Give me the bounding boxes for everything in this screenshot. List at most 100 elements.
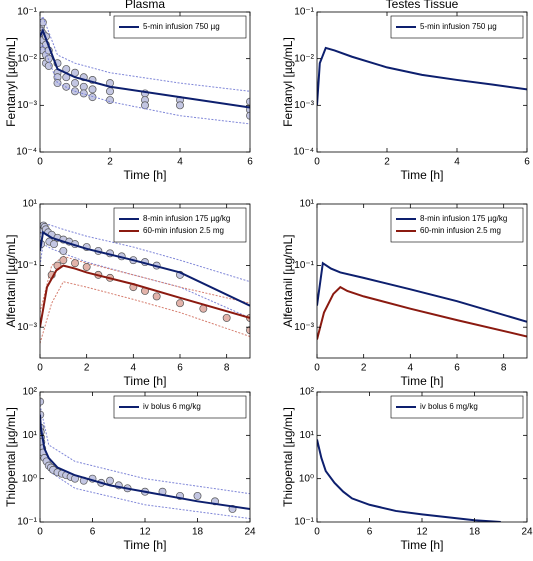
model-line [40, 230, 250, 307]
x-tick-label: 6 [90, 527, 96, 538]
y-tick-label: 10¹ [23, 430, 38, 441]
panel-title: Plasma [125, 0, 165, 11]
y-axis-label: Thiopental [µg/mL] [281, 407, 295, 507]
axes-frame [316, 203, 528, 359]
data-point [44, 61, 53, 70]
panel: 0 6 12 18 24 10⁻¹ 10⁰ 10¹ 10² Time [h] Thiopental … [4, 387, 256, 553]
y-axis-label: Alfentanil [µg/mL] [281, 235, 295, 328]
data-point [59, 256, 68, 265]
x-tick-label: 2 [107, 157, 113, 168]
legend-box [113, 207, 247, 243]
data-point [176, 299, 184, 308]
y-tick-label: 10⁰ [22, 473, 37, 484]
panel: 0 6 12 18 24 10⁻¹ 10⁰ 10¹ 10² Time [h] Thiopental … [281, 387, 533, 553]
x-tick-label: 2 [384, 157, 390, 168]
plot-area [317, 439, 501, 522]
y-axis-label: Fentanyl [µg/mL] [281, 37, 295, 127]
prediction-band [40, 243, 250, 319]
data-point [71, 259, 79, 268]
y-tick-label: 10⁻¹ [17, 517, 37, 528]
panel: Plasma 0 2 4 6 10⁻⁴ 10⁻³ 10⁻² 10⁻¹ Time [h] Fentan… [4, 0, 253, 182]
x-axis-label: Time [h] [124, 168, 167, 182]
y-axis-label: Thiopental [µg/mL] [4, 407, 18, 507]
x-tick-label: 6 [524, 157, 530, 168]
plot-area [317, 46, 527, 106]
panel: 0 2 4 6 8 10⁻³ 10⁻¹ 10¹ Time [h] Alfentanil [µg/m… [4, 199, 251, 388]
x-tick-label: 18 [469, 527, 481, 538]
legend-box [390, 207, 524, 243]
data-point [79, 89, 88, 98]
x-axis-label: Time [h] [124, 374, 167, 388]
x-tick-label: 0 [37, 157, 43, 168]
y-tick-label: 10² [23, 387, 38, 398]
prediction-band [40, 221, 250, 283]
panel: 0 2 4 6 8 10⁻³ 10⁻¹ 10¹ Time [h] Alfentanil [µg/m… [281, 199, 528, 388]
x-tick-label: 4 [177, 157, 183, 168]
legend-box [390, 395, 524, 419]
y-axis-label: Alfentanil [µg/mL] [4, 235, 18, 328]
panel: Testes Tissue 0 2 4 6 10⁻⁴ 10⁻³ 10⁻² 10⁻¹ Time [h… [281, 0, 530, 182]
x-tick-label: 0 [37, 363, 43, 374]
legend-box [113, 15, 247, 39]
legend-label: iv bolus 6 mg/kg [143, 402, 201, 411]
prediction-band [40, 404, 250, 495]
data-point [50, 240, 58, 249]
y-tick-label: 10⁻¹ [17, 7, 37, 18]
data-point [141, 101, 149, 110]
data-point [59, 246, 68, 255]
y-axis-label: Fentanyl [µg/mL] [4, 37, 18, 127]
axes-frame [39, 203, 251, 359]
y-tick-label: 10⁻² [17, 53, 37, 64]
legend-label: 8-min infusion 175 µg/kg [143, 214, 230, 223]
data-point [53, 79, 62, 88]
x-tick-label: 18 [192, 527, 204, 538]
legend-box [113, 395, 247, 419]
x-tick-label: 8 [224, 363, 230, 374]
legend-label: 60-min infusion 2.5 mg [143, 226, 224, 235]
x-tick-label: 4 [408, 363, 414, 374]
model-line [317, 261, 527, 323]
model-line [40, 28, 250, 109]
legend-label: iv bolus 6 mg/kg [420, 402, 478, 411]
legend-label: 5-min infusion 750 µg [143, 22, 220, 31]
y-tick-label: 10⁻¹ [17, 260, 37, 271]
y-tick-label: 10⁻³ [294, 322, 314, 333]
x-tick-label: 12 [416, 527, 428, 538]
data-point [106, 87, 114, 96]
x-tick-label: 6 [247, 157, 253, 168]
x-axis-label: Time [h] [401, 374, 444, 388]
x-tick-label: 6 [367, 527, 373, 538]
x-tick-label: 2 [361, 363, 367, 374]
model-line [40, 414, 250, 510]
y-tick-label: 10⁻¹ [294, 260, 314, 271]
x-tick-label: 6 [454, 363, 460, 374]
prediction-band [40, 15, 250, 92]
y-tick-label: 10¹ [23, 199, 38, 210]
x-axis-label: Time [h] [124, 538, 167, 552]
panel-title: Testes Tissue [386, 0, 459, 11]
legend-box [390, 15, 524, 39]
legend-label: 60-min infusion 2.5 mg [420, 226, 501, 235]
y-tick-label: 10⁻³ [294, 100, 314, 111]
y-tick-label: 10⁻¹ [294, 517, 314, 528]
data-point [152, 292, 161, 301]
data-point [176, 101, 184, 110]
data-point [44, 54, 53, 63]
data-point [193, 491, 202, 500]
x-tick-label: 0 [37, 527, 43, 538]
data-point [82, 263, 91, 271]
data-point [88, 85, 97, 94]
x-axis-label: Time [h] [401, 168, 444, 182]
model-line [317, 46, 527, 106]
x-tick-label: 4 [454, 157, 460, 168]
axes-frame [39, 11, 251, 153]
x-axis-label: Time [h] [401, 538, 444, 552]
data-point [106, 476, 114, 485]
data-point [79, 82, 88, 91]
y-tick-label: 10⁰ [299, 473, 314, 484]
x-tick-label: 8 [501, 363, 507, 374]
data-point [71, 79, 79, 88]
y-tick-label: 10⁻¹ [294, 7, 314, 18]
y-tick-label: 10⁻³ [17, 322, 37, 333]
prediction-band [40, 43, 250, 125]
